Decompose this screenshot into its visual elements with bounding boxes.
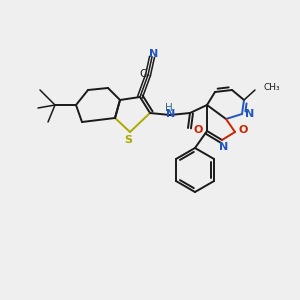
- Text: CH₃: CH₃: [263, 82, 280, 91]
- Text: N: N: [219, 142, 229, 152]
- Text: N: N: [167, 109, 176, 119]
- Text: N: N: [245, 109, 255, 119]
- Text: H: H: [165, 103, 173, 113]
- Text: O: O: [193, 125, 203, 135]
- Text: N: N: [149, 49, 159, 59]
- Text: C: C: [139, 69, 147, 79]
- Text: O: O: [238, 125, 248, 135]
- Text: S: S: [124, 135, 132, 145]
